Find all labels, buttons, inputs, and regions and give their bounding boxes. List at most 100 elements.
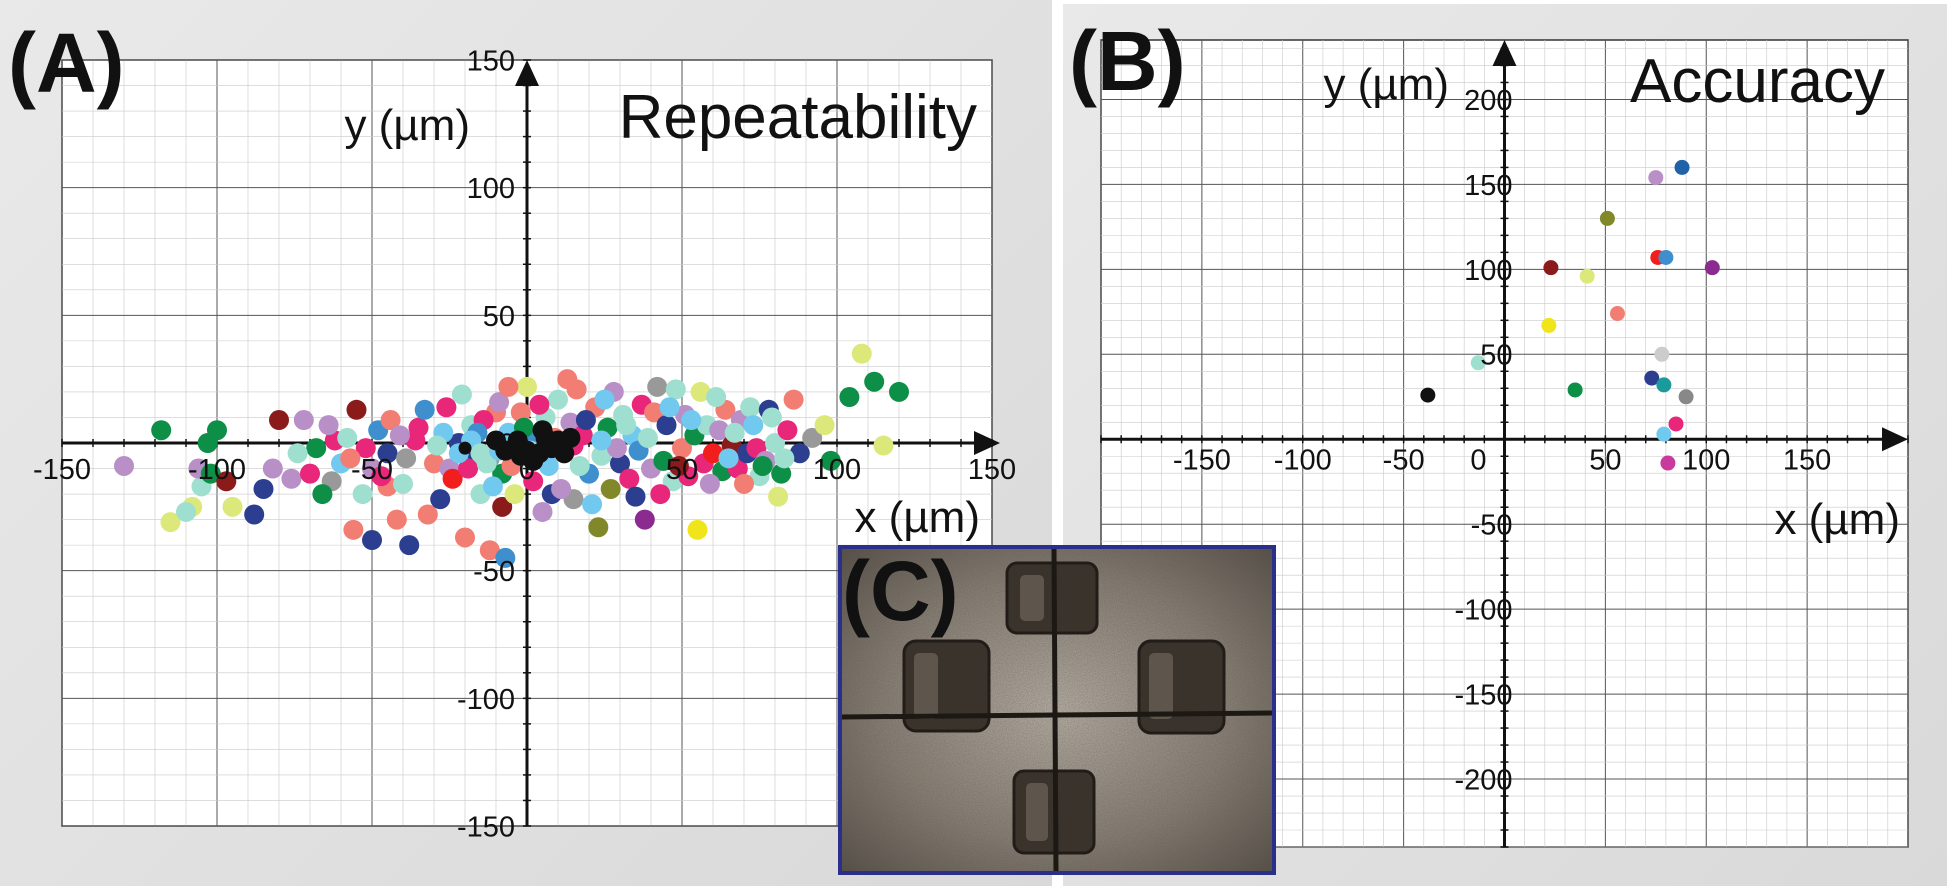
- data-point: [1648, 170, 1664, 186]
- chart-title: Repeatability: [619, 83, 977, 152]
- data-point: [774, 448, 795, 469]
- y-tick-label: 150: [1464, 170, 1512, 202]
- data-point: [644, 402, 665, 423]
- data-point: [510, 402, 531, 423]
- data-point: [436, 397, 457, 418]
- data-point: [306, 438, 327, 459]
- data-point: [575, 410, 596, 431]
- data-point: [560, 427, 581, 448]
- panel-label-a: (A): [8, 16, 125, 110]
- y-tick-label: 150: [467, 45, 515, 77]
- data-point: [1668, 416, 1684, 432]
- y-tick-label: 100: [467, 173, 515, 205]
- cross-line-vertical: [1051, 549, 1059, 871]
- data-point: [650, 484, 671, 505]
- repeatability-points: [114, 343, 909, 568]
- data-point: [706, 387, 727, 408]
- x-tick-label: 150: [1783, 444, 1831, 476]
- accuracy-points: [1420, 159, 1720, 471]
- data-point: [396, 448, 417, 469]
- data-point: [523, 471, 544, 492]
- data-point: [687, 519, 708, 540]
- y-axis-label: y (µm): [1323, 60, 1449, 109]
- data-point: [414, 399, 435, 420]
- data-point: [300, 463, 320, 484]
- data-point: [244, 504, 265, 525]
- y-tick-label: -150: [457, 811, 515, 843]
- x-axis-label: x (µm): [1774, 495, 1900, 544]
- data-point: [200, 463, 221, 484]
- data-point: [761, 407, 782, 428]
- data-point: [458, 441, 472, 455]
- data-point: [653, 450, 674, 471]
- y-tick-label: -150: [1454, 680, 1512, 712]
- pocket-highlights: [914, 575, 1173, 841]
- data-point: [656, 415, 677, 436]
- data-point: [724, 422, 745, 443]
- data-point: [216, 471, 237, 492]
- data-point: [777, 420, 798, 441]
- data-point: [114, 455, 134, 476]
- data-point: [430, 489, 451, 510]
- data-point: [1656, 426, 1672, 442]
- data-point: [151, 420, 172, 441]
- data-point: [1543, 260, 1559, 276]
- data-point: [1658, 249, 1674, 265]
- x-tick-label: -100: [1274, 444, 1332, 476]
- data-point: [399, 535, 420, 556]
- data-point: [647, 376, 668, 397]
- data-point: [740, 397, 761, 418]
- data-point: [352, 484, 373, 505]
- x-tick-label: 50: [666, 454, 698, 486]
- data-point: [1674, 159, 1690, 175]
- data-point: [197, 433, 218, 453]
- data-point: [659, 397, 680, 418]
- data-point: [482, 476, 503, 497]
- data-point: [427, 435, 448, 456]
- data-point: [839, 387, 860, 408]
- data-point: [176, 501, 196, 522]
- data-point: [820, 450, 841, 471]
- data-point: [783, 389, 804, 410]
- data-point: [591, 430, 612, 451]
- data-point: [504, 484, 525, 505]
- data-point: [1704, 260, 1720, 276]
- chart-title: Accuracy: [1630, 47, 1885, 116]
- data-point: [1660, 455, 1676, 471]
- data-point: [1644, 370, 1660, 386]
- accuracy-axes: [1100, 40, 1909, 848]
- data-point: [765, 433, 785, 453]
- engraved-cross-mark: [842, 549, 1272, 871]
- data-point: [262, 458, 283, 479]
- data-point: [293, 410, 314, 431]
- data-point: [1654, 346, 1670, 362]
- data-point: [588, 517, 609, 538]
- x-tick-label: -150: [1173, 444, 1231, 476]
- data-point: [606, 438, 627, 459]
- data-point: [802, 427, 823, 448]
- data-point: [281, 468, 302, 489]
- data-point: [1470, 355, 1486, 371]
- data-point: [371, 466, 392, 487]
- y-tick-label: -50: [1471, 510, 1513, 542]
- data-point: [768, 486, 789, 507]
- data-point: [616, 415, 637, 436]
- x-tick-label: -50: [1383, 444, 1425, 476]
- data-point: [495, 547, 516, 568]
- data-point: [355, 438, 376, 459]
- data-point: [343, 519, 364, 540]
- data-point: [1541, 317, 1557, 333]
- data-point: [864, 371, 885, 392]
- y-tick-label: 100: [1464, 255, 1512, 287]
- data-point: [743, 415, 764, 436]
- data-point: [668, 455, 689, 476]
- y-tick-label: 50: [1480, 340, 1512, 372]
- data-point: [160, 512, 181, 533]
- x-tick-label: 150: [968, 454, 1016, 486]
- accuracy-tick-labels: -150 -100 -50 0 50 100 150 200 150 100 50 -50 -100 -1…: [1173, 85, 1831, 797]
- data-point: [637, 427, 658, 448]
- x-tick-label: 100: [1682, 444, 1730, 476]
- repeatability-tick-labels: -150 -100 -50 0 50 100 150 -150 -100 -50 0 50 100 150: [33, 45, 1016, 843]
- data-point: [1567, 382, 1583, 398]
